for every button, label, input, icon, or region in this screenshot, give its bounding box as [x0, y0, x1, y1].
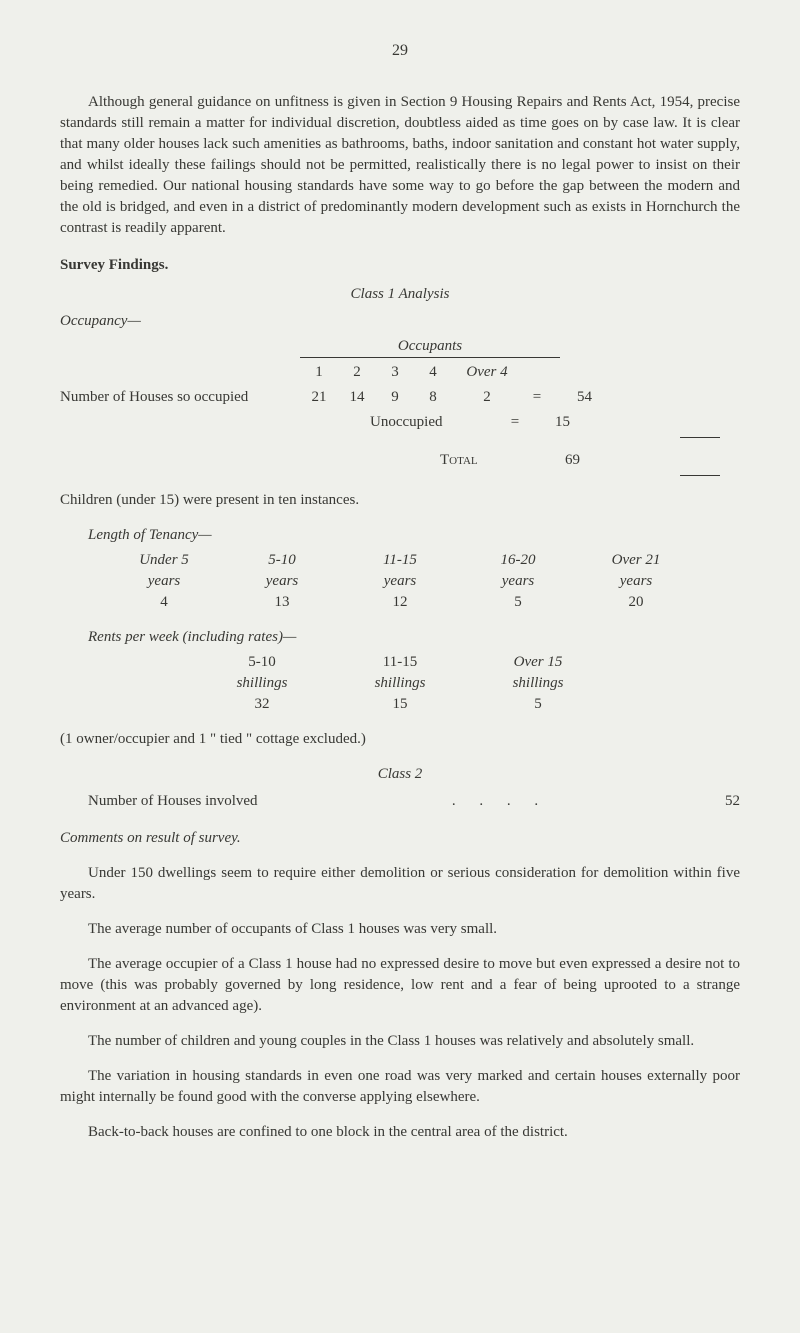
- tenancy-h1: Under 5: [119, 550, 209, 571]
- houses-row-label: Number of Houses so occupied: [60, 387, 300, 408]
- comments-para-3: The average occupier of a Class 1 house …: [60, 954, 740, 1017]
- col-header-over: Over 4: [452, 362, 522, 383]
- houses-involved-label: Number of Houses involved: [60, 791, 310, 812]
- children-para: Children (under 15) were present in ten …: [60, 490, 740, 511]
- tenancy-h5: Over 21: [591, 550, 681, 571]
- tenancy-v5: 20: [591, 592, 681, 613]
- tenancy-u2: years: [237, 571, 327, 592]
- class1-heading: Class 1 Analysis: [60, 284, 740, 305]
- tenancy-v2: 13: [237, 592, 327, 613]
- page-number: 29: [60, 40, 740, 62]
- rents-u2: shillings: [345, 673, 455, 694]
- class2-heading: Class 2: [60, 764, 740, 785]
- houses-over: 2: [452, 387, 522, 408]
- comments-para-6: Back-to-back houses are confined to one …: [60, 1122, 740, 1143]
- total-value: 69: [540, 450, 580, 471]
- tenancy-h4: 16-20: [473, 550, 563, 571]
- houses-c4: 8: [414, 387, 452, 408]
- tenancy-v3: 12: [355, 592, 445, 613]
- tenancy-u4: years: [473, 571, 563, 592]
- houses-eq: =: [522, 387, 552, 408]
- tenancy-heading: Length of Tenancy—: [60, 525, 740, 546]
- tenancy-v4: 5: [473, 592, 563, 613]
- rents-table: 5-10 11-15 Over 15 shillings shillings s…: [60, 652, 740, 715]
- houses-total: 54: [552, 387, 592, 408]
- rents-h1: 5-10: [207, 652, 317, 673]
- col-header-4: 4: [414, 362, 452, 383]
- houses-involved-value: 52: [690, 791, 740, 812]
- occupancy-label: Occupancy—: [60, 311, 240, 332]
- col-header-1: 1: [300, 362, 338, 383]
- unoccupied-eq: =: [500, 412, 530, 433]
- comments-para-2: The average number of occupants of Class…: [60, 919, 740, 940]
- tenancy-v1: 4: [119, 592, 209, 613]
- houses-c1: 21: [300, 387, 338, 408]
- rents-h3: Over 15: [483, 652, 593, 673]
- rule-line-2: [680, 475, 720, 476]
- tenancy-h2: 5-10: [237, 550, 327, 571]
- comments-heading: Comments on result of survey.: [60, 828, 740, 849]
- rents-heading: Rents per week (including rates)—: [60, 627, 740, 648]
- total-label: Total: [440, 450, 540, 471]
- comments-para-1: Under 150 dwellings seem to require eith…: [60, 863, 740, 905]
- unoccupied-total: 15: [530, 412, 570, 433]
- rents-h2: 11-15: [345, 652, 455, 673]
- survey-findings-heading: Survey Findings.: [60, 255, 740, 276]
- rule-line: [680, 437, 720, 438]
- houses-involved-dots: . . . .: [310, 791, 690, 812]
- rents-v1: 32: [207, 694, 317, 715]
- comments-para-5: The variation in housing standards in ev…: [60, 1066, 740, 1108]
- tenancy-u1: years: [119, 571, 209, 592]
- houses-c3: 9: [376, 387, 414, 408]
- rents-v2: 15: [345, 694, 455, 715]
- tenancy-u3: years: [355, 571, 445, 592]
- rents-v3: 5: [483, 694, 593, 715]
- houses-c2: 14: [338, 387, 376, 408]
- tenancy-u5: years: [591, 571, 681, 592]
- rents-u1: shillings: [207, 673, 317, 694]
- unoccupied-label: Unoccupied: [370, 412, 500, 433]
- tenancy-table: Under 5 5-10 11-15 16-20 Over 21 years y…: [60, 550, 740, 613]
- excluded-note: (1 owner/occupier and 1 " tied " cottage…: [60, 729, 740, 750]
- occupants-header: Occupants: [300, 336, 560, 358]
- paragraph-intro: Although general guidance on unfitness i…: [60, 92, 740, 239]
- col-header-2: 2: [338, 362, 376, 383]
- col-header-3: 3: [376, 362, 414, 383]
- tenancy-h3: 11-15: [355, 550, 445, 571]
- comments-para-4: The number of children and young couples…: [60, 1031, 740, 1052]
- rents-u3: shillings: [483, 673, 593, 694]
